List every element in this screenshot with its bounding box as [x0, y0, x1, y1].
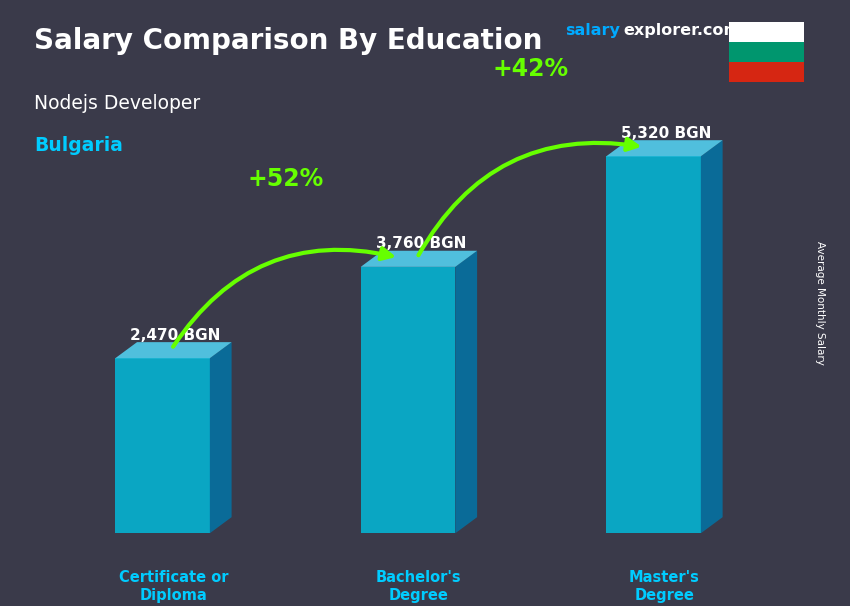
Text: Bulgaria: Bulgaria [34, 136, 123, 155]
Text: Bachelor's
Degree: Bachelor's Degree [376, 570, 462, 602]
Polygon shape [606, 156, 700, 533]
Polygon shape [360, 251, 477, 267]
Polygon shape [116, 358, 210, 533]
Text: 3,760 BGN: 3,760 BGN [376, 236, 466, 251]
Text: Salary Comparison By Education: Salary Comparison By Education [34, 27, 542, 55]
Polygon shape [700, 140, 722, 533]
Polygon shape [456, 251, 477, 533]
Text: Nodejs Developer: Nodejs Developer [34, 94, 201, 113]
Text: +52%: +52% [247, 167, 323, 191]
Text: Master's
Degree: Master's Degree [629, 570, 700, 602]
Text: explorer.com: explorer.com [623, 23, 740, 38]
Text: Average Monthly Salary: Average Monthly Salary [815, 241, 825, 365]
Text: Certificate or
Diploma: Certificate or Diploma [119, 570, 228, 602]
Text: +42%: +42% [493, 57, 569, 81]
Text: salary: salary [565, 23, 620, 38]
Polygon shape [116, 342, 231, 358]
Polygon shape [606, 140, 722, 156]
Text: 2,470 BGN: 2,470 BGN [130, 328, 220, 342]
Polygon shape [360, 267, 456, 533]
Polygon shape [210, 342, 231, 533]
Text: 5,320 BGN: 5,320 BGN [621, 125, 711, 141]
